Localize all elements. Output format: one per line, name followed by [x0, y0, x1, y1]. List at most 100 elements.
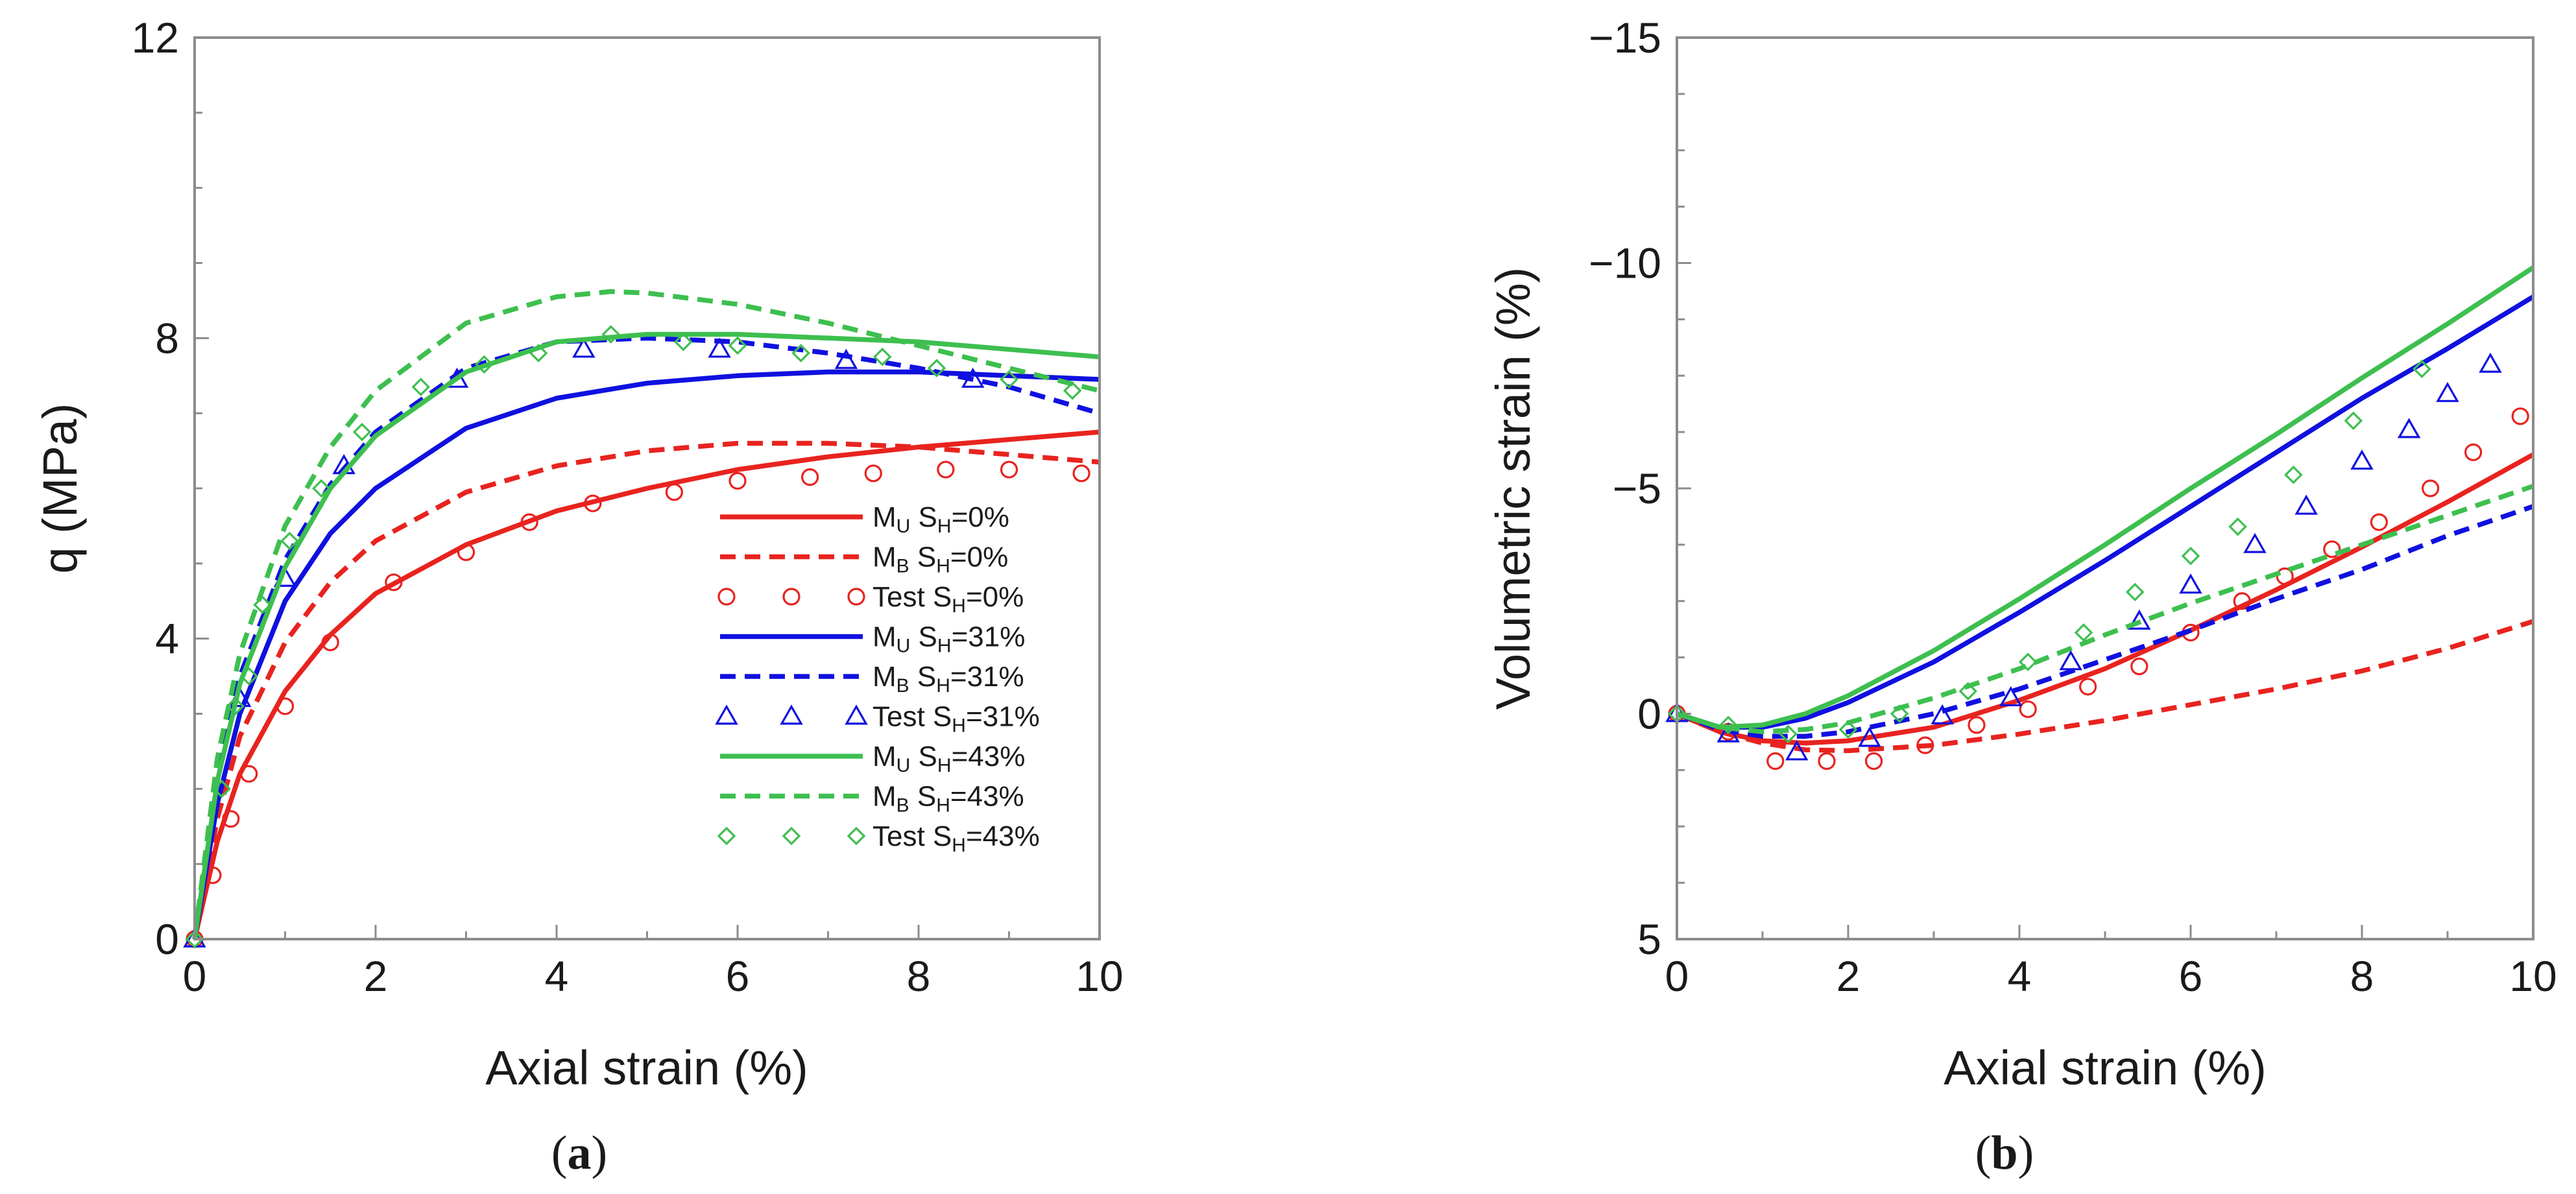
chart-b-point — [2370, 513, 2388, 531]
chart-b-point — [2344, 411, 2363, 431]
chart-b-point — [1858, 726, 1881, 747]
chart-b-point — [2350, 449, 2374, 470]
chart-b-x-tick-label: 0 — [1665, 952, 1689, 1000]
chart-b-point — [1718, 715, 1738, 735]
chart-b-xlabel: Axial strain (%) — [1944, 1041, 2267, 1095]
chart-a-point — [240, 765, 258, 783]
chart-a-point — [457, 543, 475, 562]
chart-b-point — [2074, 623, 2093, 642]
chart-b-point — [2413, 359, 2431, 379]
chart-a-point — [445, 367, 469, 388]
chart-b-point — [2125, 582, 2145, 602]
chart-a-y-tick-label: 4 — [155, 615, 179, 663]
chart-a-point — [728, 336, 747, 355]
chart-b-series-mu-sh-0 — [1676, 452, 2534, 746]
chart-a-point — [584, 494, 602, 512]
chart-a-point — [708, 337, 731, 358]
chart-b-point — [2233, 592, 2251, 610]
chart-b-x-tick-label: 4 — [2008, 952, 2032, 1000]
chart-b-point — [1958, 682, 1978, 701]
chart-a-series-group — [183, 289, 1101, 949]
chart-b-point — [2018, 652, 2038, 671]
chart-a-x-tick-label: 0 — [183, 952, 207, 1000]
legend-swatch-marker — [845, 704, 868, 725]
chart-a-x-tick-label: 2 — [364, 952, 388, 1000]
chart-b-series-test-sh-43 — [1667, 359, 2431, 744]
chart-b-series-mb-sh-43 — [1676, 483, 2534, 735]
chart-b-point — [2181, 546, 2200, 566]
chart-a-ylabel: q (MPa) — [33, 403, 87, 573]
chart-b-point — [2130, 657, 2149, 676]
chart-a-point — [937, 460, 955, 479]
chart-b-point — [1716, 722, 1740, 743]
chart-b-x-tick-label: 2 — [1836, 952, 1860, 1000]
legend-label: MU SH=31% — [873, 621, 1025, 657]
chart-a-point — [475, 355, 494, 374]
chart-a-y-tick-label: 0 — [155, 915, 179, 963]
chart-b-point — [1865, 752, 1883, 770]
chart-a-series-mu-sh-31 — [192, 369, 1100, 940]
chart-b-series-mb-sh-31 — [1676, 504, 2534, 739]
chart-a-legend: MU SH=0% MB SH=0% Test SH=0% MU SH=31% MB SH… — [715, 501, 1040, 856]
legend-label: MU SH=0% — [873, 501, 1009, 537]
chart-a-point — [961, 367, 985, 388]
chart-b-point — [1766, 752, 1785, 770]
chart-a-point — [927, 359, 946, 377]
legend-swatch-marker — [715, 704, 738, 725]
chart-b-ylabel: Volumetric strain (%) — [1486, 267, 1540, 710]
chart-a-point — [352, 422, 372, 442]
chart-b-y-tick-label: −10 — [1589, 239, 1661, 287]
legend-label: Test SH=0% — [873, 581, 1024, 617]
chart-a-point — [864, 464, 882, 483]
chart-a-point — [411, 377, 431, 396]
chart-a-x-tick-label: 8 — [907, 952, 931, 1000]
chart-a-point — [791, 344, 810, 363]
legend-swatch-marker — [717, 826, 736, 846]
chart-a-point — [728, 472, 747, 490]
chart-a-plot-frame — [193, 36, 1101, 940]
chart-a-point — [674, 332, 693, 352]
legend-swatch-marker — [847, 588, 865, 606]
legend-swatch-marker — [782, 826, 801, 846]
chart-b-point — [2397, 418, 2421, 438]
chart-a-series-test-sh-0 — [186, 460, 1090, 948]
chart-a-point — [834, 348, 858, 369]
chart-a-tick-labels: 0 2 4 6 8 10 0 4 8 12 — [132, 14, 1124, 1000]
chart-b-series-mu-sh-43 — [1676, 265, 2535, 730]
chart-b-point — [2079, 678, 2097, 696]
chart-b-ticks — [1676, 36, 2534, 940]
chart-a-series-mb-sh-43 — [192, 289, 1100, 940]
chart-b-point — [2128, 609, 2151, 630]
chart-a-point — [665, 483, 683, 501]
legend-swatch-marker — [782, 588, 800, 606]
chart-a-point — [1072, 464, 1090, 483]
chart-b-x-tick-label: 10 — [2509, 952, 2557, 1000]
chart-a-series-test-sh-31 — [183, 337, 985, 948]
chart-b-point — [2228, 517, 2247, 536]
legend-label: MB SH=0% — [873, 542, 1008, 577]
chart-b-point — [1999, 686, 2023, 707]
legend-label: Test SH=43% — [873, 820, 1040, 856]
legend-swatch-marker — [717, 588, 736, 606]
chart-b-point — [2179, 573, 2202, 594]
chart-a-point — [321, 633, 339, 652]
legend-label: MU SH=43% — [873, 741, 1025, 776]
legend-label: Test SH=31% — [873, 701, 1040, 737]
legend-swatch-marker — [780, 704, 803, 725]
chart-b-point — [1779, 724, 1798, 744]
chart-a-x-tick-label: 6 — [726, 952, 750, 1000]
chart-a-y-tick-label: 12 — [132, 14, 179, 62]
chart-a-xlabel: Axial strain (%) — [485, 1041, 808, 1095]
chart-b-point — [2294, 494, 2318, 515]
chart-b-point — [1818, 752, 1836, 770]
chart-a-point — [1063, 381, 1082, 400]
chart-b-point — [1890, 704, 1909, 723]
legend-swatch-marker — [847, 826, 866, 846]
chart-a-point — [185, 929, 204, 949]
chart-b-point — [2479, 352, 2502, 373]
chart-b-point — [2511, 407, 2529, 425]
chart-b-series-group — [1665, 265, 2535, 770]
chart-b-point — [2436, 381, 2459, 402]
